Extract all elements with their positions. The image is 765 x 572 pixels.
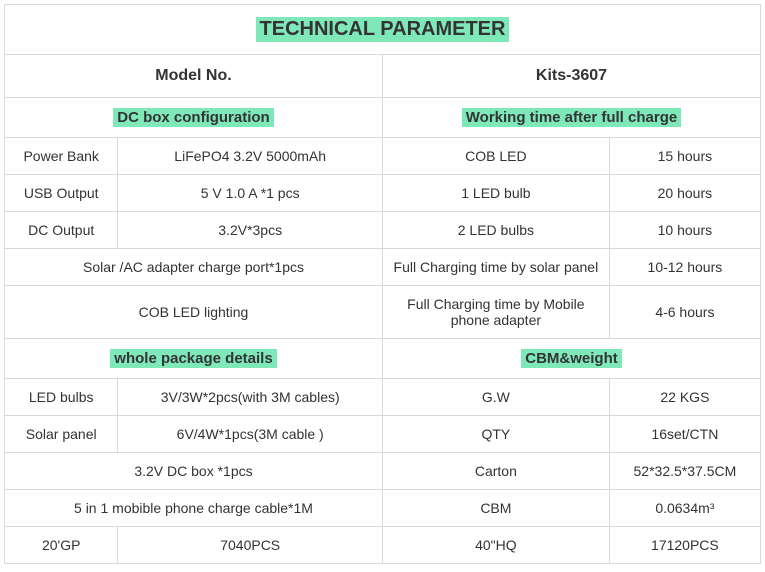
table-row: LED bulbs 3V/3W*2pcs(with 3M cables) G.W… [5, 379, 761, 416]
cell-l2: 5 V 1.0 A *1 pcs [118, 175, 383, 212]
table-row: 5 in 1 mobible phone charge cable*1M CBM… [5, 490, 761, 527]
cell-l1: 20'GP [5, 527, 118, 564]
tech-parameter-table: TECHNICAL PARAMETER Model No. Kits-3607 … [4, 4, 761, 564]
cell-lmerged: 3.2V DC box *1pcs [5, 453, 383, 490]
cell-l2: 6V/4W*1pcs(3M cable ) [118, 416, 383, 453]
section2-right-text: CBM&weight [521, 349, 622, 368]
section2-left-text: whole package details [110, 349, 276, 368]
title-row: TECHNICAL PARAMETER [5, 5, 761, 55]
cell-r1: G.W [382, 379, 609, 416]
table-row: USB Output 5 V 1.0 A *1 pcs 1 LED bulb 2… [5, 175, 761, 212]
section1-left-text: DC box configuration [113, 108, 274, 127]
cell-r2: 15 hours [609, 138, 760, 175]
section2-right: CBM&weight [382, 339, 760, 379]
cell-r1: CBM [382, 490, 609, 527]
cell-l2: 3.2V*3pcs [118, 212, 383, 249]
table-row: DC Output 3.2V*3pcs 2 LED bulbs 10 hours [5, 212, 761, 249]
cell-r1: QTY [382, 416, 609, 453]
section1-right-text: Working time after full charge [462, 108, 681, 127]
cell-r1: Full Charging time by Mobile phone adapt… [382, 286, 609, 339]
cell-r2: 20 hours [609, 175, 760, 212]
cell-l1: LED bulbs [5, 379, 118, 416]
cell-l1: Power Bank [5, 138, 118, 175]
header-row: Model No. Kits-3607 [5, 55, 761, 98]
table-row: 3.2V DC box *1pcs Carton 52*32.5*37.5CM [5, 453, 761, 490]
cell-r1: 2 LED bulbs [382, 212, 609, 249]
cell-l1: USB Output [5, 175, 118, 212]
table-row: Solar /AC adapter charge port*1pcs Full … [5, 249, 761, 286]
cell-r2: 4-6 hours [609, 286, 760, 339]
cell-lmerged: COB LED lighting [5, 286, 383, 339]
cell-r2: 52*32.5*37.5CM [609, 453, 760, 490]
cell-r2: 10 hours [609, 212, 760, 249]
table-row: COB LED lighting Full Charging time by M… [5, 286, 761, 339]
title-cell: TECHNICAL PARAMETER [5, 5, 761, 55]
cell-l1: Solar panel [5, 416, 118, 453]
cell-r1: Carton [382, 453, 609, 490]
cell-r1: 1 LED bulb [382, 175, 609, 212]
cell-r2: 10-12 hours [609, 249, 760, 286]
cell-lmerged: Solar /AC adapter charge port*1pcs [5, 249, 383, 286]
cell-r2: 0.0634m³ [609, 490, 760, 527]
model-no-label: Model No. [5, 55, 383, 98]
section2-row: whole package details CBM&weight [5, 339, 761, 379]
cell-r1: COB LED [382, 138, 609, 175]
cell-r1: 40"HQ [382, 527, 609, 564]
section1-left: DC box configuration [5, 98, 383, 138]
cell-l2: LiFePO4 3.2V 5000mAh [118, 138, 383, 175]
cell-lmerged: 5 in 1 mobible phone charge cable*1M [5, 490, 383, 527]
title-text: TECHNICAL PARAMETER [256, 17, 510, 42]
table-row: Power Bank LiFePO4 3.2V 5000mAh COB LED … [5, 138, 761, 175]
table-row: Solar panel 6V/4W*1pcs(3M cable ) QTY 16… [5, 416, 761, 453]
cell-r2: 16set/CTN [609, 416, 760, 453]
cell-l1: DC Output [5, 212, 118, 249]
cell-r2: 17120PCS [609, 527, 760, 564]
section1-right: Working time after full charge [382, 98, 760, 138]
section1-row: DC box configuration Working time after … [5, 98, 761, 138]
cell-l2: 3V/3W*2pcs(with 3M cables) [118, 379, 383, 416]
model-no-value: Kits-3607 [382, 55, 760, 98]
cell-r2: 22 KGS [609, 379, 760, 416]
cell-l2: 7040PCS [118, 527, 383, 564]
cell-r1: Full Charging time by solar panel [382, 249, 609, 286]
section2-left: whole package details [5, 339, 383, 379]
table-row: 20'GP 7040PCS 40"HQ 17120PCS [5, 527, 761, 564]
